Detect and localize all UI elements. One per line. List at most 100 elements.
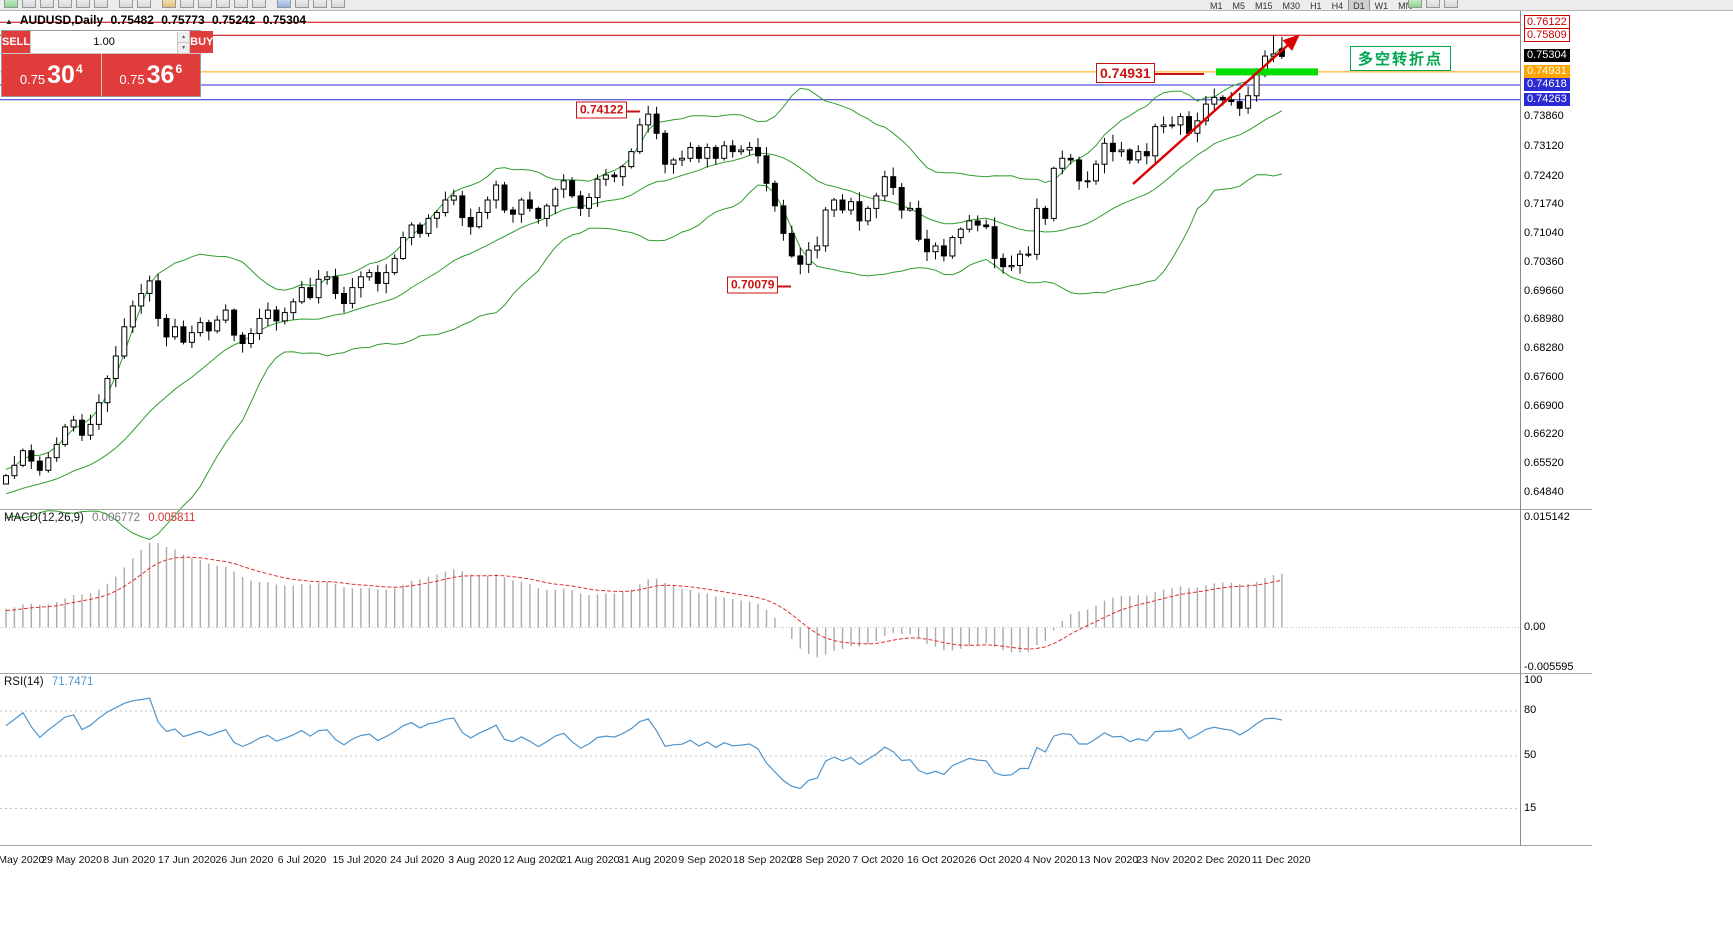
- rsi-label: RSI(14) 71.7471: [4, 676, 98, 688]
- level-price-label: 0.76122: [1524, 15, 1570, 29]
- price-tick-label: 0.73120: [1524, 140, 1564, 152]
- rsi-scale-label: 50: [1524, 749, 1537, 761]
- level-price-label: 0.74263: [1524, 93, 1570, 106]
- line-chart-icon[interactable]: [198, 0, 212, 8]
- price-callout[interactable]: 0.74931: [1096, 63, 1204, 83]
- period-button-h1[interactable]: H1: [1310, 1, 1322, 11]
- date-label: 2 Dec 2020: [1196, 854, 1251, 866]
- bar-chart-icon[interactable]: [162, 0, 176, 8]
- date-label: 4 Nov 2020: [1023, 854, 1078, 866]
- terminal-icon[interactable]: [76, 0, 90, 8]
- price-tick-label: 0.68280: [1524, 342, 1564, 354]
- macd-label: MACD(12,26,9) 0.006772 0.005811: [4, 512, 200, 524]
- price-callout[interactable]: 0.70079: [727, 276, 792, 294]
- horizontal-level-lines: [0, 21, 1520, 101]
- tile-windows-icon[interactable]: [252, 0, 266, 8]
- date-label: 26 Jun 2020: [215, 854, 274, 866]
- volume-increase-button[interactable]: ▲: [178, 31, 190, 43]
- bid-price-button[interactable]: 0.75 30 4: [2, 54, 102, 96]
- date-label: 18 Sep 2020: [733, 854, 793, 866]
- price-callout[interactable]: 0.74122: [576, 101, 641, 119]
- zoom-in-icon[interactable]: [216, 0, 230, 8]
- volume-input[interactable]: [31, 35, 178, 49]
- zoom-out-icon[interactable]: [234, 0, 248, 8]
- macd-signal-value: 0.005811: [148, 512, 196, 524]
- candlestick-chart-icon[interactable]: [180, 0, 194, 8]
- rsi-scale-label: 100: [1524, 674, 1543, 686]
- data-window-icon[interactable]: [40, 0, 54, 8]
- period-button-w1[interactable]: W1: [1374, 1, 1389, 11]
- trendline-icon[interactable]: [1426, 0, 1440, 8]
- period-button-h4[interactable]: H4: [1331, 1, 1344, 11]
- market-watch-icon[interactable]: [22, 0, 36, 8]
- panel-separator[interactable]: [0, 509, 1592, 510]
- objects-icon[interactable]: [313, 0, 327, 8]
- macd-value: 0.006772: [92, 512, 141, 524]
- timeframe-buttons: M1 M5 M15 M30 H1 H4 D1 W1 MN: [1205, 0, 1417, 11]
- price-tick-label: 0.73860: [1524, 110, 1564, 122]
- top-toolbar: M1 M5 M15 M30 H1 H4 D1 W1 MN: [0, 0, 1733, 11]
- chart-drawings: [1132, 34, 1318, 185]
- volume-decrease-button[interactable]: ▼: [178, 42, 190, 53]
- crosshair-icon[interactable]: [331, 0, 345, 8]
- price-tick-label: 0.70360: [1524, 256, 1564, 268]
- ask-price-button[interactable]: 0.75 36 6: [101, 54, 200, 96]
- buy-button[interactable]: BUY: [190, 31, 214, 53]
- macd-name: MACD(12,26,9): [4, 512, 84, 524]
- level-price-label: 0.75809: [1524, 28, 1570, 42]
- annotation-note-text[interactable]: 多空转折点: [1350, 46, 1452, 71]
- new-order-icon[interactable]: [4, 0, 18, 8]
- date-label: 17 Jun 2020: [157, 854, 216, 866]
- one-click-toggle-icon[interactable]: ▲: [5, 17, 13, 26]
- price-tick-label: 0.67600: [1524, 371, 1564, 383]
- ohlc-close: 0.75304: [262, 13, 307, 27]
- price-axis[interactable]: 0.73860 0.73120 0.72420 0.71740 0.71040 0.703…: [1523, 0, 1613, 933]
- date-label: 11 Dec 2020: [1251, 854, 1311, 866]
- navigator-icon[interactable]: [58, 0, 72, 8]
- ask-main: 36: [146, 61, 175, 89]
- period-button-d1[interactable]: D1: [1348, 0, 1370, 10]
- cursor-icon[interactable]: [1408, 0, 1422, 8]
- bid-sup: 4: [75, 62, 83, 76]
- sell-button[interactable]: SELL: [2, 31, 31, 53]
- autotrading-icon[interactable]: [277, 0, 291, 8]
- chart-plot[interactable]: [0, 0, 1520, 846]
- ohlc-high: 0.75773: [161, 13, 205, 27]
- period-button-m1[interactable]: M1: [1210, 1, 1223, 11]
- profiles-icon[interactable]: [137, 0, 151, 8]
- fibonacci-icon[interactable]: [1444, 0, 1458, 8]
- volume-field: ▲ ▼: [30, 31, 191, 53]
- ohlc-open: 0.75482: [110, 13, 154, 27]
- price-tick-label: 0.66900: [1524, 400, 1564, 412]
- macd-scale-label: -0.005595: [1524, 661, 1574, 673]
- date-label: 15 Jul 2020: [332, 854, 387, 866]
- level-price-label: 0.74931: [1524, 65, 1570, 78]
- price-tick-label: 0.65520: [1524, 457, 1564, 469]
- date-label: 8 Jun 2020: [103, 854, 156, 866]
- date-label: 29 May 2020: [41, 854, 102, 866]
- date-label: 7 Oct 2020: [852, 854, 904, 866]
- period-button-mn[interactable]: MN: [1398, 1, 1413, 11]
- price-tick-label: 0.69660: [1524, 285, 1564, 297]
- strategy-tester-icon[interactable]: [94, 0, 108, 8]
- period-button-m5[interactable]: M5: [1232, 1, 1246, 11]
- period-button-m15[interactable]: M15: [1255, 1, 1273, 11]
- new-chart-icon[interactable]: [119, 0, 133, 8]
- price-tick-label: 0.71740: [1524, 198, 1564, 210]
- date-label: 6 Jul 2020: [277, 854, 327, 866]
- indicators-icon[interactable]: [295, 0, 309, 8]
- period-button-m30[interactable]: M30: [1282, 1, 1301, 11]
- candlesticks: [3, 35, 1285, 485]
- date-label: 23 Nov 2020: [1136, 854, 1196, 866]
- callout-tail: [626, 110, 641, 112]
- rsi-value: 71.7471: [51, 676, 94, 688]
- callout-tail: [777, 285, 792, 287]
- panel-separator[interactable]: [0, 845, 1592, 846]
- rsi-scale-label: 15: [1524, 802, 1537, 814]
- volume-spinner: ▲ ▼: [177, 31, 190, 53]
- price-tick-label: 0.72420: [1524, 170, 1564, 182]
- panel-separator[interactable]: [0, 673, 1592, 674]
- rsi-name: RSI(14): [4, 676, 44, 688]
